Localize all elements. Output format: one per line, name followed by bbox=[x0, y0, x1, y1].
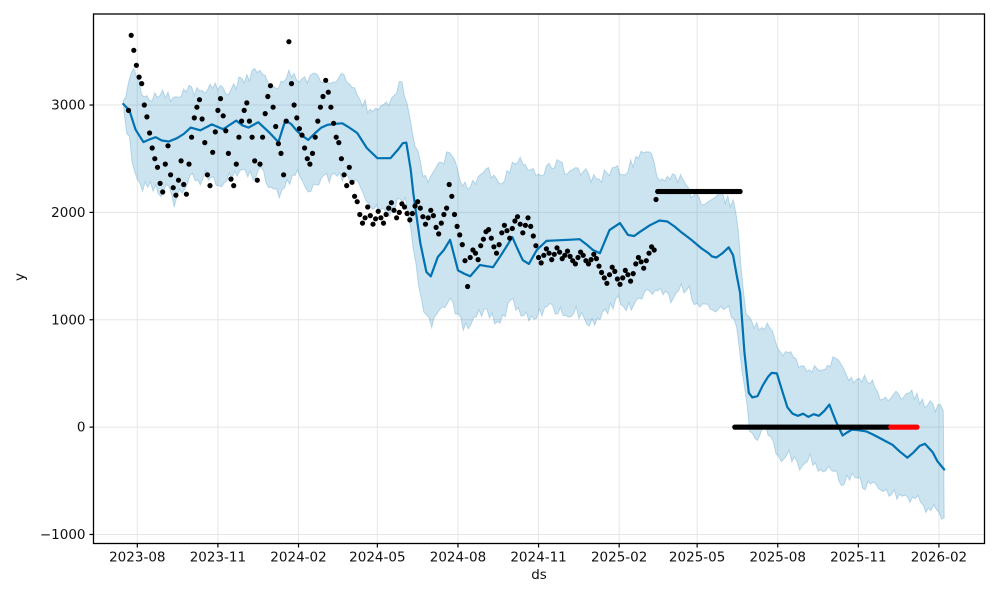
x-tick-label: 2024-11 bbox=[510, 550, 566, 566]
tick-marks bbox=[89, 104, 940, 548]
flagged-observation-dots bbox=[888, 424, 920, 430]
x-tick-label: 2025-05 bbox=[669, 550, 725, 566]
x-tick-label: 2025-02 bbox=[591, 550, 647, 566]
x-tick-label: 2024-05 bbox=[349, 550, 405, 566]
x-tick-label: 2026-02 bbox=[911, 550, 967, 566]
x-tick-label: 2025-11 bbox=[830, 550, 886, 566]
observation-dots bbox=[125, 32, 892, 430]
y-tick-label: −1000 bbox=[40, 527, 86, 543]
x-tick-label: 2025-08 bbox=[750, 550, 806, 566]
x-tick-label: 2023-11 bbox=[190, 550, 246, 566]
y-tick-labels: −1000 0 1000 2000 3000 bbox=[40, 98, 86, 543]
x-tick-label: 2024-08 bbox=[430, 550, 486, 566]
y-tick-label: 3000 bbox=[51, 98, 85, 114]
uncertainty-band bbox=[122, 67, 945, 520]
x-axis-label: ds bbox=[531, 567, 547, 583]
x-tick-label: 2024-02 bbox=[270, 550, 326, 566]
y-tick-label: 1000 bbox=[51, 312, 85, 328]
x-tick-labels: 2023-08 2023-11 2024-02 2024-05 2024-08 2024-… bbox=[109, 550, 967, 566]
y-tick-label: 2000 bbox=[51, 205, 85, 221]
y-axis-label: y bbox=[12, 273, 28, 281]
y-tick-label: 0 bbox=[77, 420, 86, 436]
x-tick-label: 2023-08 bbox=[109, 550, 165, 566]
